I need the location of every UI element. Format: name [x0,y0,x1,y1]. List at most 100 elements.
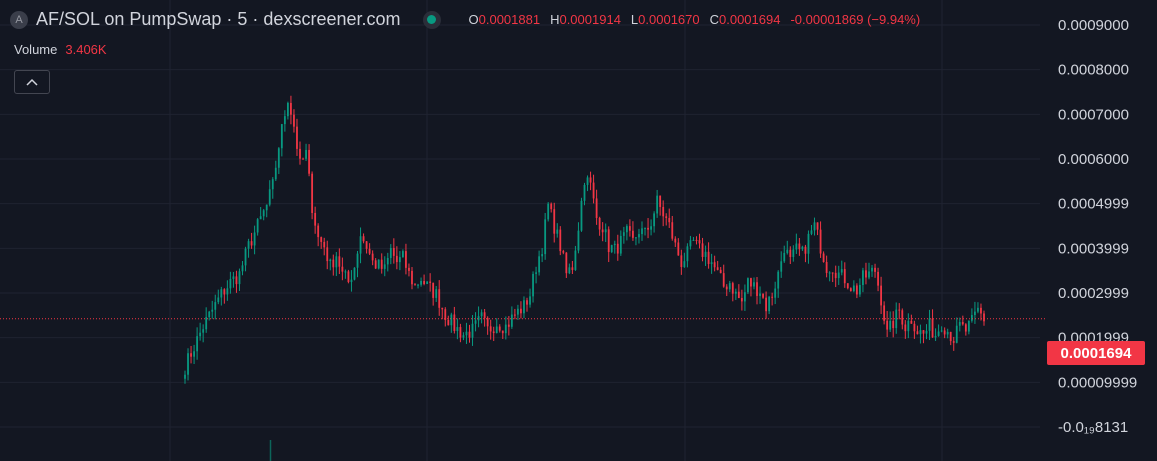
live-dot-icon[interactable] [422,10,441,29]
chart-grid [0,0,1040,461]
candle-body [983,313,985,322]
candle-body [874,267,876,272]
collapse-legend-button[interactable] [14,70,50,94]
candle-body [371,253,374,261]
candle-body [628,226,631,231]
candle-body [831,272,834,274]
candle-body [931,318,934,338]
candle-body [671,222,674,239]
candle-body [362,236,365,242]
candle-body [659,195,662,207]
candle-body [604,229,607,233]
candle-body [262,210,265,217]
candle-body [862,270,864,285]
candle-body [937,331,940,336]
candle-body [961,322,964,325]
candle-body [762,293,764,298]
candle-body [601,229,604,233]
candle-body [444,309,447,321]
candle-body [583,184,586,201]
candle-body [547,203,550,220]
candle-body [489,326,492,332]
candle-body [486,317,489,327]
candle-body [898,309,901,311]
candle-body [774,288,777,298]
candle-body [196,336,199,352]
candle-body [520,308,522,314]
candle-body [955,325,958,343]
candle-body [338,256,341,267]
candle-body [967,320,970,332]
candle-body [974,311,976,316]
candle-body [653,213,656,227]
candle-body [538,256,541,273]
candle-body [616,243,619,254]
candle-body [574,250,577,270]
open-value: 0.0001881 [478,12,541,27]
candle-body [556,229,559,234]
candle-body [777,271,780,289]
candle-body [589,177,592,183]
candle-body [274,167,277,180]
candle-body [259,216,262,220]
chart-legend: A AF/SOL on PumpSwap · 5 · dexscreener.c… [10,9,920,30]
candle-body [559,229,562,252]
candle-body [892,320,895,329]
candle-body [707,251,710,265]
candle-body [855,285,858,295]
candle-body [795,243,798,250]
candle-body [980,307,982,314]
candle-body [380,259,383,269]
candle-body [517,308,519,315]
candle-body [904,324,907,332]
candle-body [852,285,855,292]
candle-body [934,335,937,338]
candle-body [377,259,380,269]
price-tick-label: -0.0₁₉8131 [1058,419,1128,436]
candle-body [883,305,886,321]
candle-body [595,198,598,218]
candle-body [641,228,643,235]
candle-body [296,126,298,149]
candle-body [843,269,846,284]
candle-body [580,200,583,231]
candle-body [753,282,755,287]
high-value: 0.0001914 [559,12,621,27]
candle-body [523,300,525,314]
chart-title[interactable]: AF/SOL on PumpSwap · 5 · dexscreener.com [36,9,401,29]
candle-body [928,318,931,331]
candle-body [408,267,410,271]
candle-body [353,267,356,280]
candle-body [807,233,810,254]
candle-body [550,203,553,210]
candle-body [970,315,973,321]
candle-body [750,278,752,287]
candle-body [229,278,232,289]
low-label: L [630,12,639,27]
candle-body [238,271,241,285]
symbol-icon[interactable]: A [10,10,28,29]
candle-body [426,281,429,285]
candle-body [268,189,271,205]
candle-body [674,238,677,243]
candle-body [498,326,501,331]
candle-body [217,297,220,303]
candle-body [977,307,979,312]
candle-body [414,284,416,286]
candle-body [568,267,571,274]
candle-body [801,246,804,250]
candle-body [804,246,807,254]
candle-body [562,251,565,253]
candle-body [359,236,362,254]
candle-body [323,241,326,248]
candle-body [571,267,574,270]
candle-body [420,280,422,285]
candle-body [819,229,822,254]
candle-body [701,243,704,257]
candle-body [716,267,719,270]
candle-body [958,322,961,326]
candle-body [964,324,967,332]
candle-body [798,243,801,250]
candle-body [256,219,259,233]
